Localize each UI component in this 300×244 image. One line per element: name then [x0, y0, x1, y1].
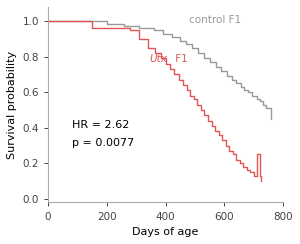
Text: p = 0.0077: p = 0.0077 — [71, 138, 134, 148]
Text: control F1: control F1 — [189, 15, 241, 25]
X-axis label: Days of age: Days of age — [132, 227, 199, 237]
Text: HR = 2.62: HR = 2.62 — [71, 120, 129, 130]
Text: Utx: Utx — [149, 54, 167, 64]
Y-axis label: Survival probability: Survival probability — [7, 51, 17, 159]
Text: F1: F1 — [172, 54, 187, 64]
